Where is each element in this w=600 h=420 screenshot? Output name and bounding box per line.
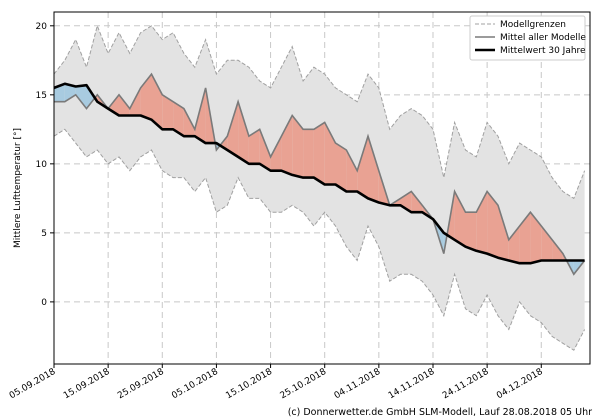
model-min-line	[53, 128, 586, 351]
y-tick-label: 10	[36, 160, 48, 170]
deviation-segment	[248, 129, 260, 164]
deviation-segment	[292, 115, 304, 178]
model-range-band	[54, 25, 585, 351]
x-tick-label: 04.11.2018	[333, 367, 383, 402]
climate-mean-line	[53, 82, 585, 265]
deviation-segment	[64, 83, 76, 102]
deviation-segment	[86, 85, 95, 109]
x-tick-label: 15.10.2018	[224, 367, 274, 402]
deviation-segment	[411, 191, 423, 213]
deviation-segment	[54, 83, 65, 102]
x-tick-label: 24.11.2018	[441, 367, 491, 402]
deviation-segment	[487, 191, 498, 258]
legend-label-modellgrenzen: Modellgrenzen	[500, 20, 566, 30]
deviation-segment	[498, 205, 509, 261]
x-tick-label: 14.11.2018	[387, 367, 437, 402]
deviation-segment	[183, 108, 195, 137]
deviation-segment	[259, 129, 271, 171]
x-tick-label: 25.10.2018	[279, 367, 329, 402]
deviation-segment	[465, 212, 477, 251]
deviation-segment	[335, 143, 347, 192]
model-max-line	[53, 24, 586, 200]
model-mean-line	[54, 72, 586, 276]
deviation-segment	[194, 87, 206, 144]
deviation-segment	[75, 85, 87, 109]
deviation-segment	[368, 136, 379, 203]
deviation-segment	[270, 136, 282, 171]
deviation-segment	[552, 239, 563, 261]
series-lines	[53, 24, 586, 351]
y-tick-label: 5	[41, 229, 47, 239]
x-tick-label: 05.10.2018	[170, 367, 220, 402]
deviation-segment	[541, 226, 553, 261]
y-axis-ticks: 0 5 10 15 20	[36, 22, 54, 308]
y-tick-label: 20	[36, 22, 48, 32]
legend-box	[469, 15, 586, 61]
deviation-segment	[162, 94, 174, 130]
deviation-segment	[508, 226, 520, 264]
deviation-segment	[357, 136, 368, 199]
deviation-segment	[281, 115, 293, 175]
x-axis-ticks: 05.09.2018 15.09.2018 25.09.2018 05.10.2018…	[8, 364, 545, 401]
deviation-segment	[303, 129, 314, 178]
y-axis-label: Mittlere Lufttemperatur [°]	[13, 128, 23, 248]
x-tick-label: 04.12.2018	[495, 367, 545, 402]
deviation-segment	[151, 74, 163, 130]
legend: Modellgrenzen Mittel aller Modelle Mitte…	[469, 15, 586, 61]
deviation-segment	[454, 191, 466, 247]
deviation-segment	[238, 101, 249, 164]
legend-label-mittel-aller-modelle: Mittel aller Modelle	[500, 33, 586, 43]
deviation-segment	[227, 101, 239, 157]
plot-frame	[53, 11, 591, 365]
deviation-segment	[173, 101, 184, 137]
x-tick-label: 05.09.2018	[8, 367, 58, 402]
credit-text: (c) Donnerwetter.de GmbH SLM-Modell, Lau…	[287, 407, 592, 418]
deviation-segment	[519, 212, 531, 264]
deviation-segment	[530, 212, 542, 264]
x-tick-label: 25.09.2018	[116, 367, 166, 402]
x-tick-label: 15.09.2018	[62, 367, 112, 402]
deviation-segment	[313, 122, 325, 185]
legend-label-mittelwert-30-jahre: Mittelwert 30 Jahre	[500, 46, 586, 56]
deviation-segment	[119, 94, 130, 116]
y-tick-label: 15	[36, 91, 47, 101]
model-range-area	[54, 25, 585, 351]
y-tick-label: 0	[41, 298, 47, 308]
deviation-segment	[346, 150, 358, 192]
